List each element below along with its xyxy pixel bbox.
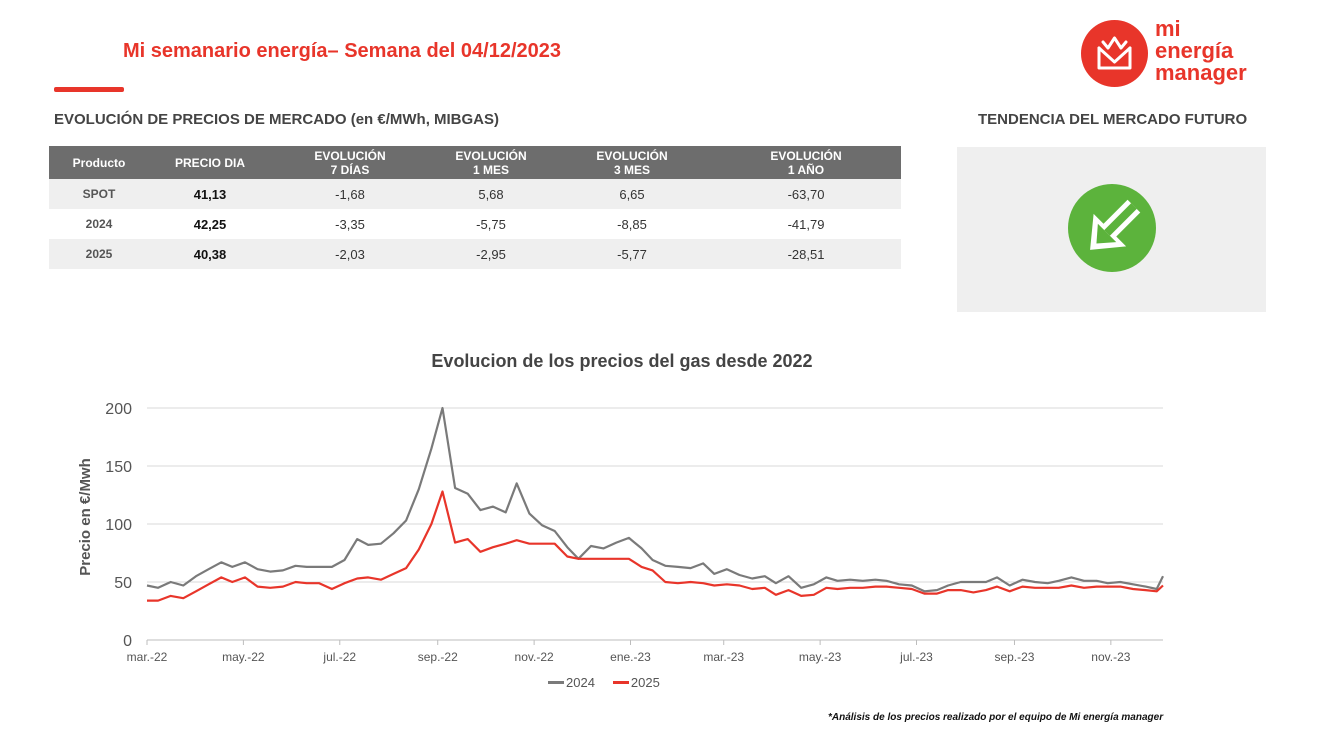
x-tick-label: jul.-22: [322, 650, 356, 664]
series-line-2024: [146, 406, 1164, 593]
title-underline: [54, 87, 124, 92]
future-trend-title: TENDENCIA DEL MERCADO FUTURO: [978, 111, 1248, 128]
legend-item: 2024: [548, 675, 595, 690]
evolution-1m-cell: -5,75: [429, 209, 553, 239]
logo-wordmark: mi energía manager: [1155, 18, 1247, 84]
legend-item: 2025: [612, 675, 660, 690]
column-header: EVOLUCIÓN 3 MES: [553, 146, 711, 179]
evolution-3m-cell: 6,65: [553, 179, 711, 209]
price-cell: 42,25: [149, 209, 271, 239]
x-tick-label: sep.-22: [418, 650, 458, 664]
column-header: EVOLUCIÓN 1 MES: [429, 146, 553, 179]
logo-line-3: manager: [1155, 60, 1247, 85]
chart-legend: 2024 2025: [548, 675, 678, 690]
x-tick-label: jul.-23: [899, 650, 933, 664]
legend-label: 2025: [630, 675, 660, 690]
price-cell: 40,38: [149, 239, 271, 269]
trend-panel: [957, 147, 1266, 312]
x-tick-label: nov.-23: [1091, 650, 1130, 664]
table-row: 2025 40,38 -2,03 -2,95 -5,77 -28,51: [49, 239, 901, 269]
y-tick-label: 100: [105, 517, 132, 534]
table-row: SPOT 41,13 -1,68 5,68 6,65 -63,70: [49, 179, 901, 209]
column-header: EVOLUCIÓN 7 DÍAS: [271, 146, 429, 179]
legend-label: 2024: [566, 675, 595, 690]
x-tick-label: mar.-23: [703, 650, 744, 664]
evolution-1y-cell: -28,51: [711, 239, 901, 269]
prices-table: Producto PRECIO DIA EVOLUCIÓN 7 DÍAS EVOL…: [49, 146, 901, 269]
y-tick-label: 200: [105, 401, 132, 418]
evolution-3m-cell: -5,77: [553, 239, 711, 269]
product-cell: SPOT: [49, 179, 149, 209]
evolution-7d-cell: -1,68: [271, 179, 429, 209]
y-axis-label: Precio en €/Mwh: [77, 458, 94, 576]
evolution-1y-cell: -41,79: [711, 209, 901, 239]
legend-swatch: [612, 681, 629, 684]
y-tick-label: 0: [123, 633, 132, 650]
column-header: EVOLUCIÓN 1 AÑO: [711, 146, 901, 179]
x-tick-label: may.-23: [799, 650, 842, 664]
price-cell: 41,13: [149, 179, 271, 209]
brand-logo: mi energía manager: [1081, 18, 1271, 90]
product-cell: 2025: [49, 239, 149, 269]
chart-title: Evolucion de los precios del gas desde 2…: [431, 351, 813, 371]
table-row: 2024 42,25 -3,35 -5,75 -8,85 -41,79: [49, 209, 901, 239]
market-prices-title: EVOLUCIÓN DE PRECIOS DE MERCADO (en €/MW…: [54, 111, 500, 128]
table-header-row: Producto PRECIO DIA EVOLUCIÓN 7 DÍAS EVOL…: [49, 146, 901, 179]
product-cell: 2024: [49, 209, 149, 239]
evolution-7d-cell: -2,03: [271, 239, 429, 269]
x-tick-label: may.-22: [222, 650, 265, 664]
footnote: *Análisis de los precios realizado por e…: [828, 712, 1164, 723]
evolution-3m-cell: -8,85: [553, 209, 711, 239]
column-header: Producto: [49, 146, 149, 179]
evolution-1y-cell: -63,70: [711, 179, 901, 209]
x-tick-label: ene.-23: [610, 650, 651, 664]
logo-badge-icon: [1081, 20, 1148, 87]
page-title: Mi semanario energía– Semana del 04/12/2…: [123, 40, 562, 62]
logo-line-1: mi: [1155, 16, 1181, 41]
x-tick-label: mar.-22: [127, 650, 168, 664]
evolution-7d-cell: -3,35: [271, 209, 429, 239]
x-tick-label: sep.-23: [994, 650, 1034, 664]
evolution-1m-cell: 5,68: [429, 179, 553, 209]
y-tick-label: 150: [105, 459, 132, 476]
series-line-2025: [147, 490, 1164, 602]
arrow-down-right-icon: [1068, 184, 1156, 272]
x-tick-label: nov.-22: [515, 650, 554, 664]
evolution-1m-cell: -2,95: [429, 239, 553, 269]
column-header: PRECIO DIA: [149, 146, 271, 179]
y-tick-label: 50: [114, 575, 132, 592]
legend-swatch: [548, 681, 564, 684]
logo-line-2: energía: [1155, 38, 1234, 63]
